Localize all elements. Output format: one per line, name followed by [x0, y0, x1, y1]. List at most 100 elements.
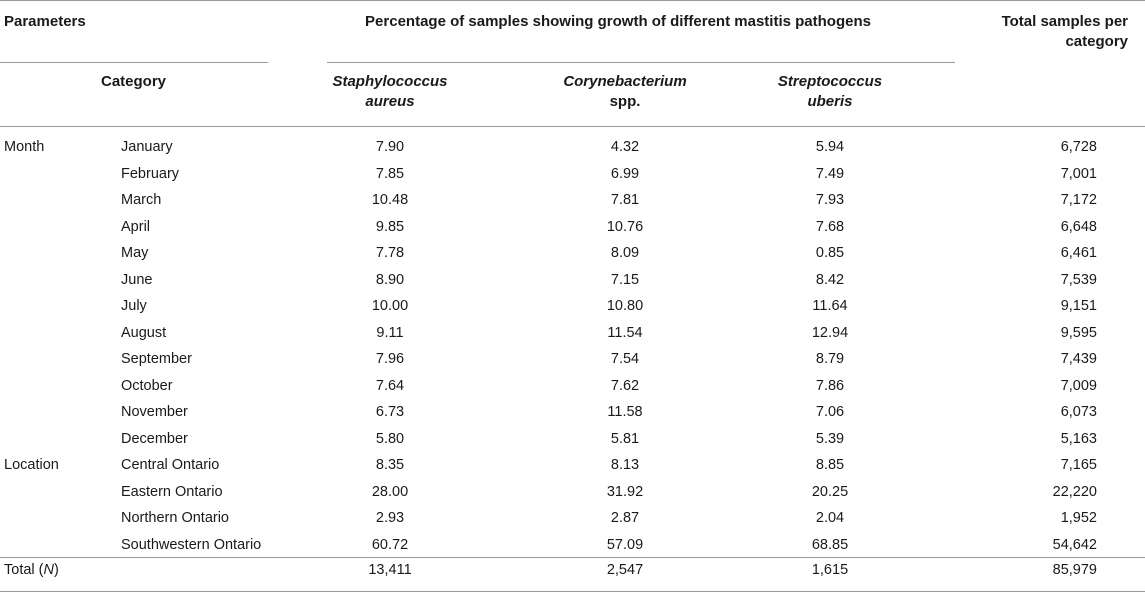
header-bottom-rule: [0, 126, 1145, 127]
pathogen-genus: Streptococcus: [777, 73, 883, 90]
row-total-samples: 6,648: [1060, 219, 1097, 235]
row-total-samples: 7,539: [1060, 272, 1097, 288]
row-category: August: [121, 325, 167, 341]
row-parameter: [4, 296, 104, 316]
row-staph-value: 2.93: [375, 510, 405, 526]
row-strep-value: 8.85: [815, 457, 845, 473]
row-coryne-value: 57.09: [606, 537, 644, 553]
total-label: Total (: [4, 562, 44, 578]
row-staph-value: 28.00: [371, 484, 409, 500]
row-category: November: [121, 404, 188, 420]
row-category: Northern Ontario: [121, 510, 229, 526]
total-samples: 85,979: [1052, 562, 1097, 578]
row-parameter: [4, 270, 104, 290]
row-staph-value: 10.00: [371, 298, 409, 314]
row-category: December: [121, 431, 188, 447]
pathogen-species: aureus: [365, 93, 415, 110]
row-parameter: [4, 217, 104, 237]
row-total-samples: 7,009: [1060, 378, 1097, 394]
row-coryne-value: 10.76: [606, 219, 644, 235]
row-coryne-value: 31.92: [606, 484, 644, 500]
row-category: Eastern Ontario: [121, 484, 223, 500]
row-strep-value: 8.79: [815, 351, 845, 367]
row-staph-value: 5.80: [375, 431, 405, 447]
row-staph-value: 10.48: [371, 192, 409, 208]
row-total-samples: 5,163: [1060, 431, 1097, 447]
row-coryne-value: 7.81: [610, 192, 640, 208]
parameters-subrule: [0, 62, 268, 63]
row-strep-value: 5.94: [815, 139, 845, 155]
row-coryne-value: 8.09: [610, 245, 640, 261]
row-parameter: Location: [4, 457, 59, 473]
row-total-samples: 6,073: [1060, 404, 1097, 420]
row-strep-value: 7.06: [815, 404, 845, 420]
row-category: June: [121, 272, 153, 288]
row-total-samples: 7,001: [1060, 166, 1097, 182]
row-total-samples: 1,952: [1060, 510, 1097, 526]
row-category: April: [121, 219, 151, 235]
row-parameter: [4, 482, 104, 502]
top-rule: [0, 0, 1145, 1]
row-total-samples: 9,595: [1060, 325, 1097, 341]
pathogen-genus: Corynebacterium: [563, 73, 687, 90]
header-pathogen-corynebacterium: Corynebacterium spp.: [535, 72, 715, 112]
row-category: Southwestern Ontario: [121, 537, 262, 553]
row-strep-value: 7.68: [815, 219, 845, 235]
row-strep-value: 8.42: [815, 272, 845, 288]
row-total-samples: 9,151: [1060, 298, 1097, 314]
row-parameter: Month: [4, 139, 45, 155]
header-group-title: Percentage of samples showing growth of …: [365, 13, 871, 30]
row-total-samples: 22,220: [1052, 484, 1097, 500]
row-category: October: [121, 378, 173, 394]
row-staph-value: 60.72: [371, 537, 409, 553]
row-staph-value: 8.35: [375, 457, 405, 473]
row-category: March: [121, 192, 162, 208]
row-parameter: [4, 164, 104, 184]
row-staph-value: 8.90: [375, 272, 405, 288]
row-coryne-value: 7.54: [610, 351, 640, 367]
header-category: Category: [101, 73, 167, 90]
header-pathogen-streptococcus: Streptococcus uberis: [740, 72, 920, 112]
header-pathogen-staphylococcus: Staphylococcus aureus: [300, 72, 480, 112]
row-strep-value: 11.64: [812, 298, 848, 314]
pathogen-genus: Staphylococcus: [332, 73, 448, 90]
row-parameter: [4, 376, 104, 396]
pathogen-species: spp.: [609, 93, 641, 110]
row-coryne-value: 11.54: [607, 325, 643, 341]
row-category: May: [121, 245, 149, 261]
total-label-n: N: [43, 562, 54, 578]
row-strep-value: 7.93: [815, 192, 845, 208]
row-category: February: [121, 166, 180, 182]
row-total-samples: 7,172: [1060, 192, 1097, 208]
row-total-samples: 7,165: [1060, 457, 1097, 473]
row-coryne-value: 5.81: [610, 431, 640, 447]
row-coryne-value: 8.13: [610, 457, 640, 473]
row-parameter: [4, 243, 104, 263]
row-category: January: [121, 139, 173, 155]
row-parameter: [4, 190, 104, 210]
pathogens-subrule: [327, 62, 955, 63]
row-strep-value: 68.85: [811, 537, 849, 553]
header-total-samples: Total samples per category: [1001, 13, 1128, 50]
row-total-samples: 6,728: [1060, 139, 1097, 155]
row-strep-value: 2.04: [815, 510, 845, 526]
row-coryne-value: 7.15: [610, 272, 640, 288]
row-staph-value: 7.78: [375, 245, 405, 261]
row-parameter: [4, 402, 104, 422]
total-coryne: 2,547: [606, 562, 644, 578]
row-parameter: [4, 349, 104, 369]
row-staph-value: 7.85: [375, 166, 405, 182]
row-parameter: [4, 323, 104, 343]
row-coryne-value: 10.80: [606, 298, 644, 314]
row-category: July: [121, 298, 147, 314]
row-strep-value: 7.49: [815, 166, 845, 182]
bottom-rule: [0, 591, 1145, 592]
header-parameters: Parameters: [4, 13, 86, 30]
row-strep-value: 20.25: [811, 484, 849, 500]
row-parameter: [4, 508, 104, 528]
row-strep-value: 0.85: [815, 245, 845, 261]
row-category: September: [121, 351, 192, 367]
before-total-rule: [0, 557, 1145, 558]
row-coryne-value: 7.62: [610, 378, 640, 394]
row-total-samples: 6,461: [1060, 245, 1097, 261]
